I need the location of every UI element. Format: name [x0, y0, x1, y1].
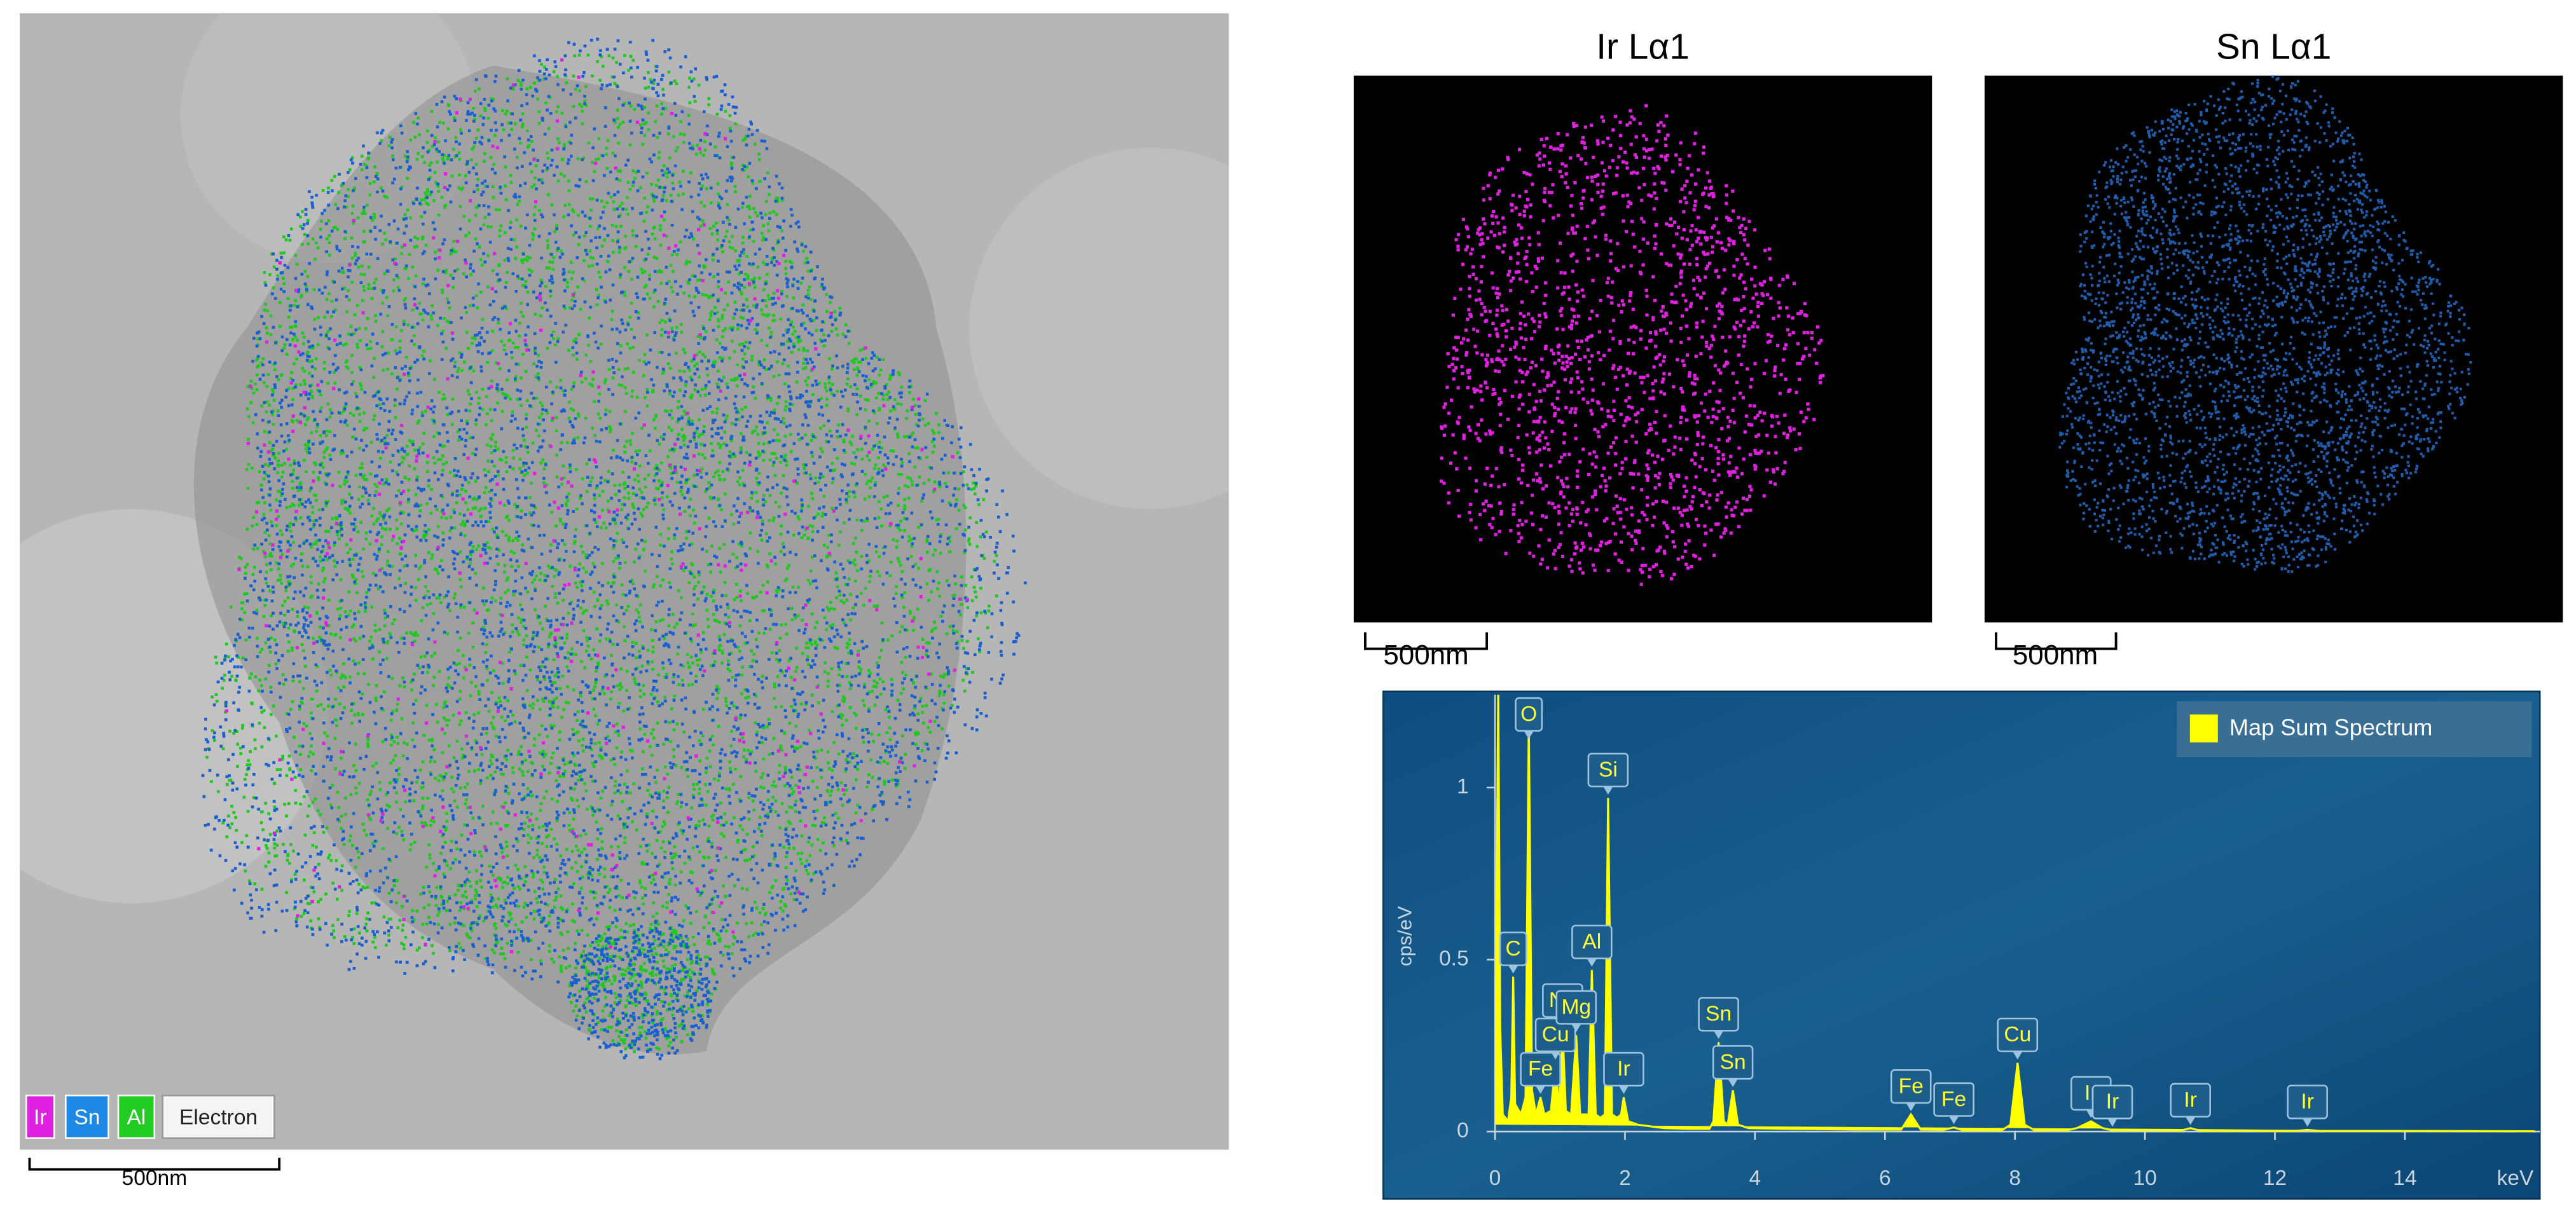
peak-label-box [2170, 1083, 2211, 1118]
peak-pointer [2302, 1118, 2313, 1127]
x-tick-label: 0 [1489, 1167, 1501, 1190]
particle [193, 65, 967, 1055]
x-tick-label: 14 [2393, 1167, 2416, 1190]
peak-label: O [1520, 702, 1537, 726]
y-tick-label: 0.5 [1439, 947, 1469, 970]
peak-label-box [1603, 1051, 1644, 1087]
legend-label: Sn [74, 1105, 100, 1129]
x-tick-label: 12 [2263, 1167, 2287, 1190]
peak-label-box [2287, 1085, 2328, 1119]
peak-label-box [1499, 931, 1527, 966]
x-tick-label: 6 [1879, 1167, 1891, 1190]
peak-label-box [1712, 1045, 1754, 1080]
peak-pointer [1728, 1079, 1738, 1087]
peak-label-box [1587, 753, 1629, 788]
legend-chip [25, 1094, 55, 1139]
y-tick-label: 1 [1457, 775, 1469, 798]
peak-label-box [1571, 924, 1613, 959]
scale-bar-label: 500nm [122, 1167, 188, 1190]
peak-label: Fe [1941, 1088, 1966, 1111]
legend-label: Ir [34, 1105, 47, 1129]
peak-label-box [1555, 990, 1597, 1025]
legend-chip [65, 1094, 109, 1139]
map-title: Ir Lα1 [1596, 27, 1690, 67]
legend-swatch [2189, 714, 2218, 742]
map-title: Sn Lα1 [2216, 27, 2331, 67]
legend-chip [162, 1094, 275, 1139]
peak-label: Ir [2301, 1090, 2314, 1114]
legend-box [2177, 701, 2532, 758]
legend-label: Map Sum Spectrum [2229, 715, 2433, 741]
peak-pointer [1618, 1085, 1629, 1094]
scale-bar-label: 500nm [1383, 640, 1468, 671]
legend-label: Al [127, 1105, 146, 1129]
peak-label: Mg [1561, 996, 1591, 1019]
peak-label-box [1997, 1017, 2039, 1053]
peak-label: Cu [1542, 1023, 1569, 1046]
scale-bar [1995, 632, 2118, 650]
peak-label: Ir [2184, 1088, 2197, 1112]
peak-label: Si [1599, 758, 1618, 781]
sn-map-dots [2058, 75, 2472, 573]
peak-pointer [1535, 1085, 1546, 1094]
peak-pointer [2185, 1116, 2196, 1125]
peak-pointer [1524, 730, 1534, 739]
peak-pointer [1508, 965, 1519, 974]
legend-label: Electron [179, 1105, 258, 1129]
peak-pointer [1906, 1102, 1916, 1111]
peak-label: Ir [2106, 1090, 2119, 1114]
x-tick-label: 2 [1619, 1167, 1631, 1190]
x-tick-label: 4 [1749, 1167, 1761, 1190]
scale-bar [28, 1158, 281, 1171]
y-tick-label: 0 [1457, 1119, 1469, 1142]
peak-label-box [1515, 697, 1543, 732]
peak-label: C [1506, 937, 1521, 961]
peak-pointer [1948, 1116, 1959, 1125]
peak-pointer [2013, 1051, 2023, 1060]
legend-chip [117, 1094, 156, 1139]
peak-pointer [1571, 1023, 1581, 1032]
peak-pointer [1587, 958, 1597, 967]
peak-label-box [1698, 997, 1739, 1032]
spectrum [1495, 694, 2535, 1133]
scale-bar-label: 500nm [2013, 640, 2098, 671]
scale-bar [1363, 632, 1489, 650]
peak-label: Sn [1705, 1002, 1732, 1026]
background-feature [969, 147, 1229, 509]
peak-pointer [2107, 1118, 2118, 1127]
peak-label: Cu [2004, 1023, 2031, 1046]
ir-map-dots [1439, 104, 1825, 586]
peak-label-box [1933, 1082, 1974, 1117]
x-axis-label: keV [2497, 1167, 2533, 1190]
composite-map [20, 13, 1229, 1150]
composite-legend: Ir Sn Al Electron [25, 1094, 275, 1139]
peak-label: Ir [1617, 1057, 1630, 1081]
peak-label-box [1890, 1069, 1932, 1104]
peak-label: Fe [1528, 1057, 1553, 1081]
peak-pointer [1603, 786, 1613, 795]
peak-label-box [2091, 1085, 2133, 1119]
y-axis-label: cps/eV [1394, 906, 1416, 966]
peak-pointer [1713, 1030, 1724, 1039]
peak-label: Al [1582, 930, 1601, 954]
x-tick-label: 10 [2133, 1167, 2156, 1190]
peak-label: Sn [1720, 1050, 1746, 1074]
x-tick-label: 8 [2009, 1167, 2021, 1190]
peak-pointer [1550, 1051, 1560, 1060]
peak-label-box [1520, 1051, 1561, 1087]
plot-area [1495, 694, 2535, 1133]
peak-label-box [1534, 1017, 1576, 1053]
peak-label: Fe [1899, 1074, 1924, 1098]
ir-map [1353, 75, 1932, 623]
